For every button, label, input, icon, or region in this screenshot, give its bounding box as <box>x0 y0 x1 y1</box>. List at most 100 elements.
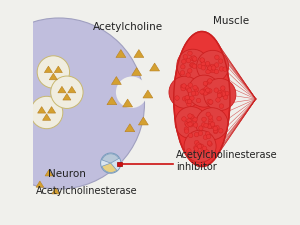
Circle shape <box>208 118 213 123</box>
Circle shape <box>196 143 200 147</box>
Circle shape <box>214 69 219 74</box>
Circle shape <box>219 104 224 108</box>
Circle shape <box>208 121 213 126</box>
Circle shape <box>194 87 199 92</box>
Polygon shape <box>138 117 148 125</box>
Circle shape <box>37 56 70 88</box>
Circle shape <box>190 63 194 68</box>
Circle shape <box>188 133 193 138</box>
Circle shape <box>218 92 223 97</box>
Circle shape <box>188 75 220 107</box>
Circle shape <box>209 122 213 127</box>
Circle shape <box>225 91 229 96</box>
Circle shape <box>187 102 191 107</box>
Circle shape <box>197 144 202 148</box>
Polygon shape <box>63 94 71 100</box>
Circle shape <box>194 140 199 145</box>
Circle shape <box>191 56 196 60</box>
Circle shape <box>201 65 206 70</box>
Circle shape <box>190 56 194 61</box>
Circle shape <box>180 71 185 75</box>
Circle shape <box>211 68 215 73</box>
Polygon shape <box>118 162 122 166</box>
Circle shape <box>217 91 222 95</box>
Circle shape <box>188 69 192 73</box>
Text: Acetylcholinesterase: Acetylcholinesterase <box>36 186 138 196</box>
Circle shape <box>201 147 206 152</box>
Circle shape <box>208 89 212 93</box>
Circle shape <box>202 117 206 122</box>
Circle shape <box>184 127 189 131</box>
Circle shape <box>206 90 210 94</box>
Circle shape <box>196 98 201 103</box>
Circle shape <box>190 96 194 100</box>
Polygon shape <box>43 114 51 120</box>
Circle shape <box>208 79 212 83</box>
Circle shape <box>210 64 215 69</box>
Circle shape <box>0 18 145 189</box>
Polygon shape <box>58 86 66 93</box>
Polygon shape <box>143 90 153 98</box>
Circle shape <box>182 117 186 121</box>
Circle shape <box>197 151 202 155</box>
Circle shape <box>190 116 195 120</box>
Circle shape <box>207 99 211 104</box>
Circle shape <box>182 59 186 64</box>
Polygon shape <box>44 66 52 73</box>
Circle shape <box>219 67 224 71</box>
Circle shape <box>186 73 190 77</box>
Circle shape <box>206 112 211 117</box>
Wedge shape <box>102 163 117 172</box>
Polygon shape <box>107 97 117 105</box>
Circle shape <box>202 123 206 127</box>
Circle shape <box>223 95 228 99</box>
Polygon shape <box>36 181 44 187</box>
Circle shape <box>215 125 219 130</box>
Circle shape <box>197 143 202 148</box>
Circle shape <box>186 86 190 91</box>
Circle shape <box>189 123 193 127</box>
Circle shape <box>201 62 206 66</box>
Circle shape <box>194 146 198 150</box>
Circle shape <box>203 135 208 140</box>
Circle shape <box>201 90 206 95</box>
Circle shape <box>206 134 211 139</box>
Circle shape <box>221 92 226 96</box>
Circle shape <box>184 121 189 126</box>
Circle shape <box>202 146 207 151</box>
Polygon shape <box>38 107 46 113</box>
Text: Acetylcholinesterase
inhibitor: Acetylcholinesterase inhibitor <box>176 150 278 172</box>
Circle shape <box>196 50 229 82</box>
Polygon shape <box>132 68 142 75</box>
Circle shape <box>184 129 189 133</box>
Circle shape <box>188 83 193 87</box>
Circle shape <box>193 117 197 122</box>
Circle shape <box>214 63 219 67</box>
Circle shape <box>100 153 121 173</box>
Circle shape <box>181 84 185 89</box>
Circle shape <box>196 108 228 140</box>
Circle shape <box>220 92 224 96</box>
Circle shape <box>213 129 218 134</box>
Circle shape <box>187 148 191 153</box>
Circle shape <box>208 124 212 128</box>
Circle shape <box>194 147 199 151</box>
Circle shape <box>205 61 210 66</box>
Circle shape <box>208 142 212 146</box>
Circle shape <box>220 89 225 93</box>
Circle shape <box>51 76 83 108</box>
Circle shape <box>188 114 192 118</box>
Polygon shape <box>54 66 62 73</box>
Circle shape <box>189 121 193 126</box>
Circle shape <box>187 118 191 123</box>
Circle shape <box>210 124 215 128</box>
Circle shape <box>183 54 188 59</box>
Circle shape <box>207 66 211 70</box>
Circle shape <box>193 57 197 61</box>
Circle shape <box>190 114 194 119</box>
Circle shape <box>216 98 220 102</box>
Circle shape <box>194 91 198 95</box>
Circle shape <box>185 95 190 100</box>
Circle shape <box>207 141 212 145</box>
Circle shape <box>204 79 236 110</box>
